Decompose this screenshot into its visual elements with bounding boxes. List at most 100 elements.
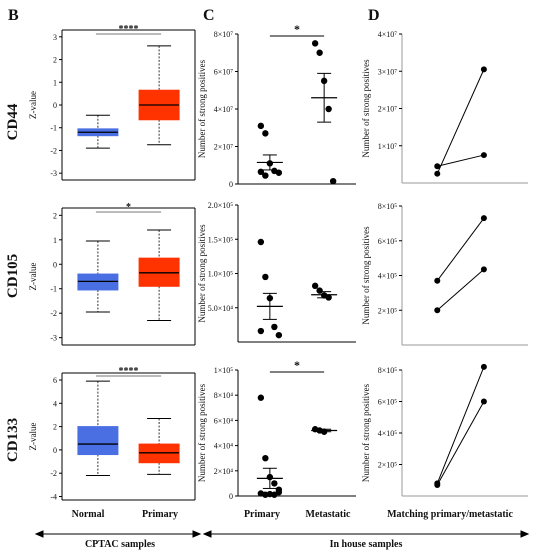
charts-layer: -3 -2 -1 0 1 2 3 Z-value **** -3 -2 -1 0 1 2 Z-value * -4… — [28, 22, 528, 502]
y-tick-label: 2 — [53, 56, 57, 65]
row-label-cd133: CD133 — [5, 418, 21, 462]
data-point-primary — [434, 481, 441, 488]
data-point-metastatic — [480, 215, 487, 222]
chart-c-cd133: 0 2×10⁴ 4×10⁴ 6×10⁴ 8×10⁴ 1×10⁵ Number of stro… — [197, 358, 356, 501]
data-point — [311, 40, 319, 47]
y-tick-label: -2 — [50, 146, 57, 155]
data-point-metastatic — [480, 363, 487, 370]
y-tick-label: 6 — [53, 376, 57, 385]
y-tick-label: 8×10⁴ — [214, 391, 234, 400]
chart-c-cd44: 0 2×10⁷ 4×10⁷ 6×10⁷ 8×10⁷ Number of strong po… — [197, 22, 356, 189]
y-tick-label: 4 — [53, 399, 57, 408]
data-point — [271, 480, 278, 487]
data-point — [316, 49, 323, 56]
bottom-arrow-b — [34, 530, 202, 538]
y-tick-label: 4×10⁷ — [378, 30, 398, 39]
y-axis-label: Number of strong positives — [197, 383, 207, 482]
category-label-primary-c: Primary — [244, 509, 280, 520]
data-point-metastatic — [480, 66, 487, 73]
y-tick-label: 2×10⁴ — [214, 467, 234, 476]
row-label-cd105: CD105 — [5, 254, 21, 298]
significance-star: * — [126, 202, 131, 213]
panel-letter-c: C — [203, 7, 215, 24]
y-tick-label: 4×10⁵ — [378, 429, 398, 438]
row-label-cd44: CD44 — [5, 103, 21, 140]
y-tick-label: 6×10⁴ — [214, 416, 234, 425]
y-axis-label: Z-value — [28, 263, 38, 291]
y-tick-label: 6×10⁵ — [378, 398, 398, 407]
category-label-normal: Normal — [72, 509, 105, 520]
data-point-metastatic — [480, 266, 487, 273]
y-tick-label: -4 — [50, 493, 57, 502]
y-tick-label: 2 — [53, 211, 57, 220]
pair-line — [436, 366, 485, 484]
y-tick-label: 1 — [53, 78, 57, 87]
y-tick-label: 0 — [229, 180, 233, 189]
data-point — [329, 177, 337, 185]
y-tick-label: -2 — [50, 469, 57, 478]
significance-star: * — [294, 22, 300, 36]
data-point — [257, 238, 265, 246]
data-point-metastatic — [480, 398, 487, 405]
y-tick-label: 0 — [53, 260, 57, 269]
data-point — [257, 168, 265, 176]
significance-star: * — [294, 358, 300, 372]
chart-d-cd44: 1×10⁷ 2×10⁷ 3×10⁷ 4×10⁷ Number of strong pos… — [361, 30, 528, 184]
chart-b-cd133: -4 -2 0 2 4 6 Z-value **** — [28, 366, 196, 502]
y-axis-label: Number of strong positives — [361, 59, 371, 158]
y-tick-label: -3 — [50, 334, 57, 343]
data-point — [311, 282, 319, 290]
y-tick-label: -3 — [50, 169, 57, 178]
y-tick-label: 3 — [53, 33, 57, 42]
data-point — [275, 169, 283, 176]
y-tick-label: 0 — [53, 446, 57, 455]
panel-letter-b: B — [8, 7, 19, 24]
y-tick-label: -2 — [50, 309, 57, 318]
data-point — [262, 273, 269, 281]
y-axis-label: Number of strong positives — [197, 59, 207, 158]
data-point — [262, 172, 269, 179]
data-point — [271, 323, 278, 331]
y-tick-label: 1×10⁷ — [378, 142, 398, 151]
y-tick-label: 2.0×10⁵ — [208, 201, 234, 210]
data-point — [275, 489, 283, 496]
y-tick-label: 8×10⁵ — [378, 202, 398, 211]
y-tick-label: 2×10⁷ — [214, 143, 234, 152]
y-tick-label: 0 — [53, 101, 57, 110]
data-point-primary — [434, 307, 441, 314]
data-point — [257, 122, 265, 130]
data-point-primary — [434, 163, 441, 170]
data-point — [262, 455, 269, 462]
data-point — [262, 130, 269, 137]
y-tick-label: 4×10⁷ — [214, 105, 234, 114]
y-tick-label: 1.0×10⁵ — [208, 270, 234, 279]
y-tick-label: 1×10⁵ — [214, 366, 234, 375]
pair-line — [436, 269, 485, 311]
y-tick-label: 4×10⁴ — [214, 442, 234, 451]
y-tick-label: 2×10⁷ — [378, 105, 398, 114]
bottom-arrow-c — [202, 530, 530, 538]
data-point — [257, 327, 265, 335]
y-axis-label: Number of strong positives — [361, 383, 371, 482]
significance-star: **** — [119, 366, 139, 377]
pair-line — [436, 69, 485, 174]
y-tick-label: 8×10⁵ — [378, 366, 398, 375]
y-axis-label: Number of strong positives — [361, 226, 371, 325]
y-tick-label: -1 — [50, 285, 57, 294]
chart-d-cd133: 2×10⁵ 4×10⁵ 6×10⁵ 8×10⁵ Number of strong pos… — [361, 363, 528, 497]
y-tick-label: 6×10⁷ — [214, 68, 234, 77]
data-point-primary — [434, 170, 441, 177]
data-point — [257, 394, 265, 401]
pair-line — [437, 154, 485, 167]
y-tick-label: -1 — [50, 124, 57, 133]
data-point-primary — [434, 277, 441, 284]
y-axis-label: Z-value — [28, 91, 38, 119]
pair-line — [436, 217, 485, 282]
chart-b-cd44: -3 -2 -1 0 1 2 3 Z-value **** — [28, 24, 196, 181]
data-point — [275, 331, 283, 339]
significance-star: **** — [119, 24, 139, 35]
y-tick-label: 2×10⁵ — [378, 461, 398, 470]
bottom-label-cptac: CPTAC samples — [85, 539, 155, 550]
data-point-metastatic — [480, 152, 487, 159]
